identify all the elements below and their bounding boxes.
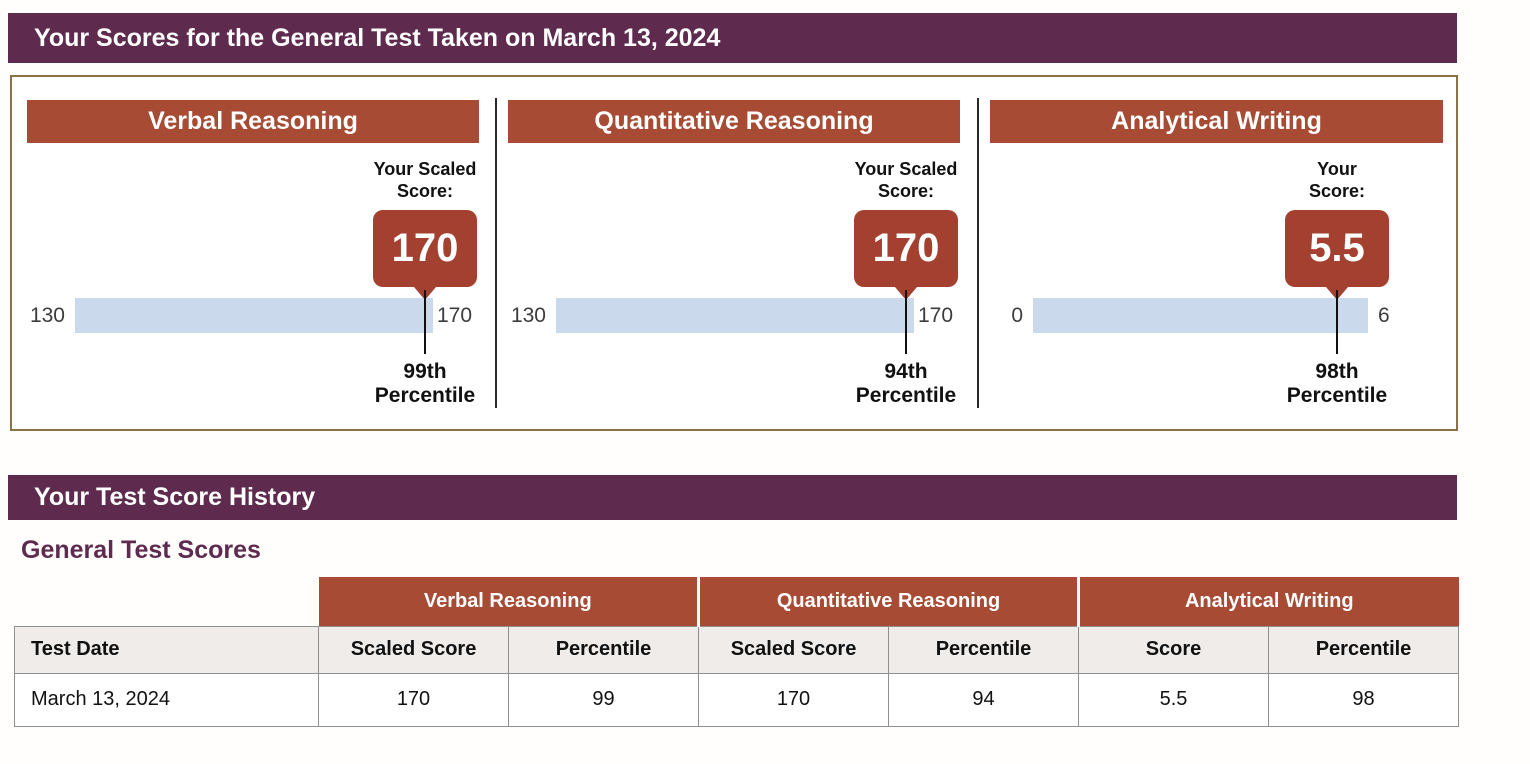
panel-divider <box>495 98 497 408</box>
aw-panel-header: Analytical Writing <box>990 100 1443 143</box>
group-header-quant: Quantitative Reasoning <box>697 577 1079 626</box>
aw-range-bar <box>1033 298 1368 333</box>
column-header-quant-scaled: Scaled Score <box>698 625 889 674</box>
table-group-header-row: Verbal Reasoning Quantitative Reasoning … <box>15 577 1459 626</box>
verbal-marker-line <box>424 290 426 354</box>
column-header-verbal-scaled: Scaled Score <box>318 625 509 674</box>
aw-marker-line <box>1336 290 1338 354</box>
aw-percentile-label: 98th Percentile <box>1286 360 1388 407</box>
panel-divider <box>977 98 979 408</box>
group-header-verbal: Verbal Reasoning <box>318 577 699 626</box>
group-header-aw: Analytical Writing <box>1076 577 1459 626</box>
table-column-header-row: Test Date Scaled Score Percentile Scaled… <box>14 625 1460 674</box>
verbal-panel-header: Verbal Reasoning <box>27 100 479 143</box>
quant-panel-header: Quantitative Reasoning <box>508 100 960 143</box>
cell-aw-percentile: 98 <box>1267 672 1460 727</box>
score-history-table: Verbal Reasoning Quantitative Reasoning … <box>14 577 1460 727</box>
verbal-score-callout: 170 <box>373 210 477 287</box>
quant-bar-max-label: 170 <box>918 304 954 327</box>
quant-score-callout: 170 <box>854 210 958 287</box>
verbal-bar-max-label: 170 <box>437 304 473 327</box>
quant-range-bar <box>556 298 914 333</box>
column-header-aw-percentile: Percentile <box>1267 625 1460 674</box>
verbal-bar-min-label: 130 <box>29 304 65 327</box>
column-header-quant-percentile: Percentile <box>888 625 1079 674</box>
quant-bar-min-label: 130 <box>510 304 546 327</box>
column-header-verbal-percentile: Percentile <box>508 625 699 674</box>
column-header-aw-score: Score <box>1078 625 1269 674</box>
column-header-test-date: Test Date <box>14 625 319 674</box>
aw-bar-max-label: 6 <box>1378 304 1390 327</box>
general-test-scores-heading: General Test Scores <box>21 536 261 564</box>
verbal-percentile-label: 99th Percentile <box>374 360 476 407</box>
table-row: March 13, 2024 170 99 170 94 5.5 98 <box>14 672 1460 727</box>
cell-quant-scaled: 170 <box>698 672 889 727</box>
analytical-writing-panel: Analytical Writing Your Score: 5.5 0 6 9… <box>990 100 1443 412</box>
cell-verbal-scaled: 170 <box>318 672 509 727</box>
aw-bar-min-label: 0 <box>1011 304 1023 327</box>
quant-score-label: Your Scaled Score: <box>854 159 958 201</box>
cell-test-date: March 13, 2024 <box>14 672 319 727</box>
verbal-score-label: Your Scaled Score: <box>373 159 477 201</box>
score-gauges-container: Verbal Reasoning Your Scaled Score: 170 … <box>10 75 1458 431</box>
verbal-range-bar <box>75 298 433 333</box>
quant-percentile-label: 94th Percentile <box>855 360 957 407</box>
aw-score-callout: 5.5 <box>1285 210 1389 287</box>
scores-banner: Your Scores for the General Test Taken o… <box>8 13 1457 63</box>
quantitative-reasoning-panel: Quantitative Reasoning Your Scaled Score… <box>508 100 960 412</box>
history-banner-title: Your Test Score History <box>34 483 316 511</box>
cell-verbal-percentile: 99 <box>508 672 699 727</box>
scores-banner-title: Your Scores for the General Test Taken o… <box>34 23 721 52</box>
quant-marker-line <box>905 290 907 354</box>
aw-score-label: Your Score: <box>1308 159 1366 201</box>
table-corner-cell <box>15 577 319 626</box>
history-banner: Your Test Score History <box>8 475 1457 520</box>
cell-aw-score: 5.5 <box>1078 672 1269 727</box>
verbal-reasoning-panel: Verbal Reasoning Your Scaled Score: 170 … <box>27 100 479 412</box>
cell-quant-percentile: 94 <box>888 672 1079 727</box>
